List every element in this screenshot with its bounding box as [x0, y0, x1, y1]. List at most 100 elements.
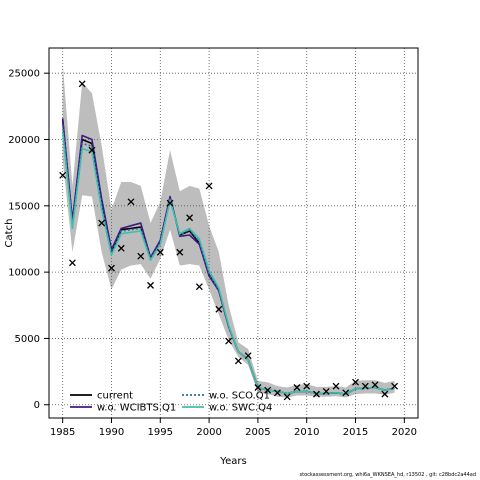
- observed-point: [283, 393, 291, 401]
- observed-point-stroke: [225, 337, 233, 345]
- x-tick-label: 1990: [99, 427, 124, 438]
- observed-point: [342, 389, 350, 397]
- y-axis-label: Catch: [4, 219, 15, 248]
- legend-entry: w.o. WCIBTS.Q1: [70, 403, 176, 414]
- observed-point: [225, 337, 233, 345]
- observed-point: [117, 244, 125, 252]
- footer-credit: stockassessment.org, whi6a_WKNSEA_hd, r1…: [299, 472, 477, 478]
- confidence-band: [62, 63, 395, 398]
- x-tick-label: 2020: [392, 427, 417, 438]
- observed-point: [108, 264, 115, 272]
- series-line-w-o-swc-q4: [61, 131, 395, 395]
- plot-frame: [48, 47, 419, 419]
- x-tick-label: 1985: [50, 427, 75, 438]
- observed-point-stroke: [166, 199, 174, 207]
- observed-point-stroke: [205, 182, 213, 190]
- observed-point: [215, 305, 223, 313]
- observed-point-stroke: [147, 281, 154, 289]
- observed-point-stroke: [59, 171, 67, 179]
- observed-point-stroke: [88, 146, 96, 154]
- observed-point: [234, 357, 242, 365]
- x-tick-label: 2010: [294, 427, 319, 438]
- y-tick-label: 10000: [8, 268, 40, 279]
- observed-point-stroke: [273, 389, 281, 397]
- observed-point: [254, 384, 262, 391]
- observed-point-stroke: [176, 248, 184, 256]
- observed-point-stroke: [371, 381, 379, 389]
- observed-point: [371, 381, 379, 389]
- observed-point: [156, 248, 164, 256]
- observed-point-stroke: [78, 80, 86, 88]
- observed-point: [98, 219, 106, 227]
- legend-label: w.o. WCIBTS.Q1: [97, 403, 176, 414]
- x-tick-label: 2015: [343, 427, 368, 438]
- observed-point: [322, 388, 330, 395]
- observed-point-stroke: [361, 382, 369, 390]
- observed-point-stroke: [303, 382, 311, 390]
- observed-point-stroke: [215, 305, 223, 313]
- observed-point-stroke: [264, 386, 272, 394]
- x-tick-label: 2005: [245, 427, 270, 438]
- x-axis: 1985 1990 1995 2000 2005 2010 2015 2020: [50, 418, 417, 438]
- observed-point: [264, 386, 272, 394]
- observed-point-stroke: [234, 357, 242, 365]
- observed-point-stroke: [108, 264, 115, 272]
- observed-point-stroke: [293, 384, 301, 391]
- observed-point: [352, 378, 359, 386]
- observed-point: [303, 382, 311, 390]
- y-tick-label: 20000: [8, 135, 40, 146]
- observed-point-stroke: [156, 248, 164, 256]
- legend-label: w.o. SWC.Q4: [209, 403, 272, 414]
- confidence-band-layer: [62, 63, 395, 398]
- observed-point: [68, 259, 76, 267]
- observed-point-stroke: [391, 382, 399, 390]
- x-tick-label: 1995: [148, 427, 173, 438]
- observed-point: [176, 248, 184, 256]
- x-axis-label: Years: [219, 456, 246, 467]
- observed-point: [293, 384, 301, 391]
- observed-point-stroke: [195, 283, 203, 291]
- observed-point: [391, 382, 399, 390]
- observed-point-stroke: [381, 390, 389, 398]
- legend-label: w.o. SCO.Q1: [209, 391, 270, 402]
- observed-point-stroke: [244, 352, 252, 360]
- observed-point-stroke: [127, 198, 135, 206]
- observed-point-stroke: [342, 389, 350, 397]
- observed-point-stroke: [283, 393, 291, 401]
- x-tick-label: 2000: [196, 427, 221, 438]
- observed-point-stroke: [186, 214, 194, 222]
- observed-point: [137, 252, 145, 260]
- observed-point-stroke: [254, 384, 262, 391]
- legend: current w.o. SCO.Q1 w.o. WCIBTS.Q1 w.o. SWC…: [70, 391, 272, 414]
- observed-point: [166, 199, 174, 207]
- observed-point: [205, 182, 213, 190]
- observed-point: [88, 146, 96, 154]
- observed-point: [127, 198, 135, 206]
- observed-point: [332, 382, 340, 390]
- observed-point-stroke: [313, 390, 320, 398]
- y-tick-label: 15000: [8, 201, 40, 212]
- observed-points-layer: [59, 80, 399, 401]
- observed-point-stroke: [137, 252, 145, 260]
- y-tick-label: 5000: [15, 334, 40, 345]
- observed-point: [195, 283, 203, 291]
- observed-point: [361, 382, 369, 390]
- observed-point: [244, 352, 252, 360]
- observed-point-stroke: [117, 244, 125, 252]
- y-tick-label: 25000: [8, 69, 40, 80]
- legend-label: current: [97, 391, 133, 402]
- y-axis: 0 5000 10000 15000 20000 25000: [8, 69, 49, 411]
- observed-point: [186, 214, 194, 222]
- legend-entry: current: [70, 391, 133, 402]
- y-tick-label: 0: [34, 400, 40, 411]
- observed-point: [78, 80, 86, 88]
- observed-point-stroke: [332, 382, 340, 390]
- legend-entry: w.o. SWC.Q4: [182, 403, 272, 414]
- observed-point-stroke: [322, 388, 330, 395]
- legend-entry: w.o. SCO.Q1: [182, 391, 270, 402]
- observed-point-stroke: [352, 378, 359, 386]
- observed-point: [59, 171, 67, 179]
- observed-point: [273, 389, 281, 397]
- observed-point: [381, 390, 389, 398]
